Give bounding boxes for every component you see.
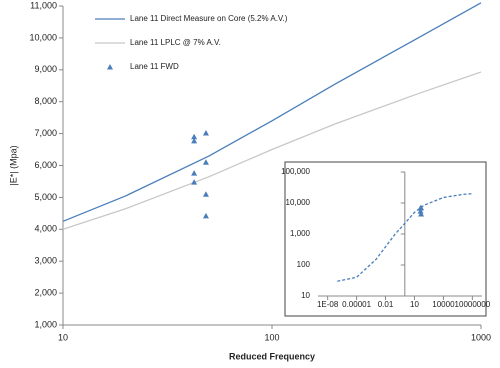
marker (202, 212, 209, 219)
legend-label: Lane 11 Direct Measure on Core (5.2% A.V… (130, 14, 288, 23)
marker (191, 133, 198, 140)
series-line (62, 71, 482, 230)
y-tick-label: 1,000 (290, 229, 311, 238)
x-tick-label: 100 (264, 332, 279, 342)
marker (417, 208, 424, 214)
y-axis-title: |E*| (Mpa) (8, 145, 18, 185)
legend-label: Lane 11 LPLC @ 7% A.V. (130, 38, 221, 47)
y-tick-label: 1,000 (34, 319, 57, 329)
legend-marker (107, 64, 113, 70)
marker (191, 170, 198, 176)
x-tick-label: 10000 (432, 300, 455, 309)
marker (418, 204, 425, 211)
marker (191, 179, 198, 185)
series-line (337, 193, 473, 282)
x-tick-label: 1000 (471, 332, 491, 342)
x-tick-label: 0.00001 (342, 300, 371, 309)
marker (202, 191, 209, 197)
y-tick-label: 10 (301, 291, 310, 300)
y-tick-label: 2,000 (34, 287, 57, 297)
y-tick-label: 3,000 (34, 256, 57, 266)
y-tick-label: 10,000 (286, 198, 311, 207)
y-tick-label: 8,000 (34, 96, 57, 106)
marker (202, 129, 209, 136)
marker (202, 159, 209, 165)
x-tick-label: 10 (58, 332, 68, 342)
y-tick-label: 100,000 (281, 167, 310, 176)
marker (418, 210, 425, 217)
y-tick-label: 100 (297, 260, 311, 269)
series-line (62, 2, 482, 222)
y-tick-label: 11,000 (30, 0, 57, 10)
x-tick-label: 10 (410, 300, 419, 309)
x-tick-label: 0.01 (378, 300, 394, 309)
x-tick-label: 10000000 (455, 300, 491, 309)
y-tick-label: 10,000 (29, 32, 57, 42)
marker (191, 137, 198, 144)
y-tick-label: 9,000 (34, 64, 57, 74)
y-tick-label: 6,000 (34, 160, 57, 170)
legend-label: Lane 11 FWD (130, 62, 179, 71)
y-tick-label: 5,000 (34, 192, 57, 202)
inset-frame (284, 161, 487, 317)
x-axis-title: Reduced Frequency (229, 351, 315, 361)
x-tick-label: 1E-08 (317, 300, 339, 309)
y-tick-label: 7,000 (34, 128, 57, 138)
y-tick-label: 4,000 (34, 224, 57, 234)
